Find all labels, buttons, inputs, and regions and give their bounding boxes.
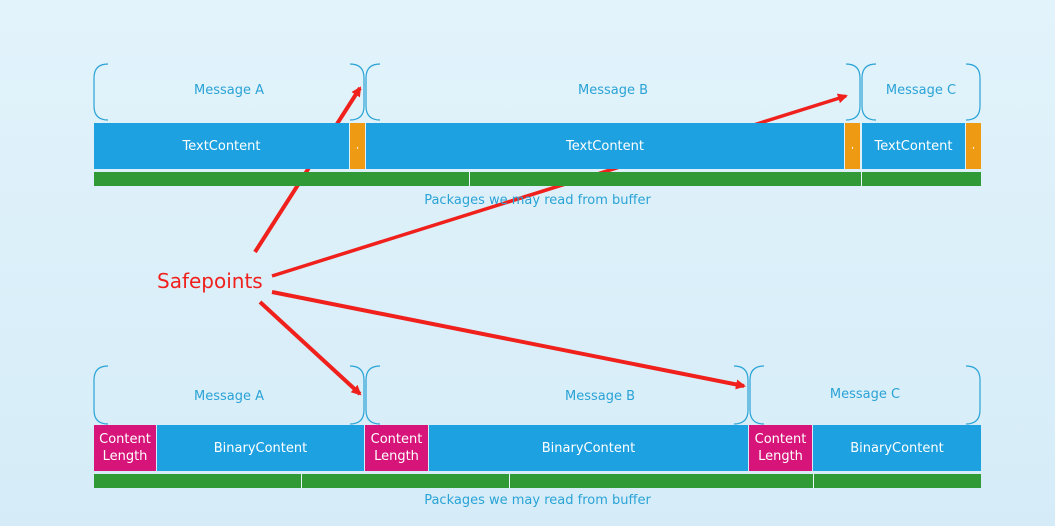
arrow-bottom-b <box>258 300 362 396</box>
bottom-packages-bar <box>94 474 981 488</box>
top-text-content-a: TextContent <box>94 123 349 169</box>
bottom-content-length-b: Content Length <box>365 425 428 471</box>
top-delimiter-b: , <box>845 123 860 169</box>
arrow-bottom-c <box>271 290 746 390</box>
bottom-binary-content-b: BinaryContent <box>429 425 748 471</box>
bottom-binary-content-c: BinaryContent <box>813 425 981 471</box>
top-package-divider <box>861 172 862 186</box>
bottom-message-a-label: Message A <box>193 389 264 404</box>
bottom-binary-content-a: BinaryContent <box>157 425 364 471</box>
bottom-packages-caption: Packages we may read from buffer <box>424 493 651 508</box>
top-message-b-label: Message B <box>577 83 649 98</box>
top-message-a-label: Message A <box>193 83 264 98</box>
bottom-package-divider <box>813 474 814 488</box>
bottom-message-braces <box>93 365 981 425</box>
top-delimiter-c: , <box>966 123 981 169</box>
bottom-brace-b <box>365 365 749 425</box>
top-text-content-b: TextContent <box>366 123 844 169</box>
top-packages-bar <box>94 172 981 186</box>
top-packages-caption: Packages we may read from buffer <box>424 193 651 208</box>
top-message-braces <box>93 63 981 121</box>
top-brace-b <box>365 63 861 121</box>
top-delimiter-a: , <box>350 123 365 169</box>
top-text-content-c: TextContent <box>862 123 965 169</box>
top-brace-a <box>93 63 365 121</box>
top-brace-c <box>861 63 981 121</box>
arrow-top-b <box>253 86 362 254</box>
bottom-content-length-c: Content Length <box>749 425 812 471</box>
bottom-message-b-label: Message B <box>564 389 636 404</box>
bottom-content-length-a: Content Length <box>94 425 156 471</box>
top-message-c-label: Message C <box>885 83 957 98</box>
bottom-brace-a <box>93 365 365 425</box>
bottom-brace-c <box>749 365 981 425</box>
safepoints-label: Safepoints <box>157 269 263 293</box>
bottom-package-divider <box>509 474 510 488</box>
bottom-package-divider <box>301 474 302 488</box>
bottom-message-c-label: Message C <box>829 387 901 402</box>
top-package-divider <box>469 172 470 186</box>
